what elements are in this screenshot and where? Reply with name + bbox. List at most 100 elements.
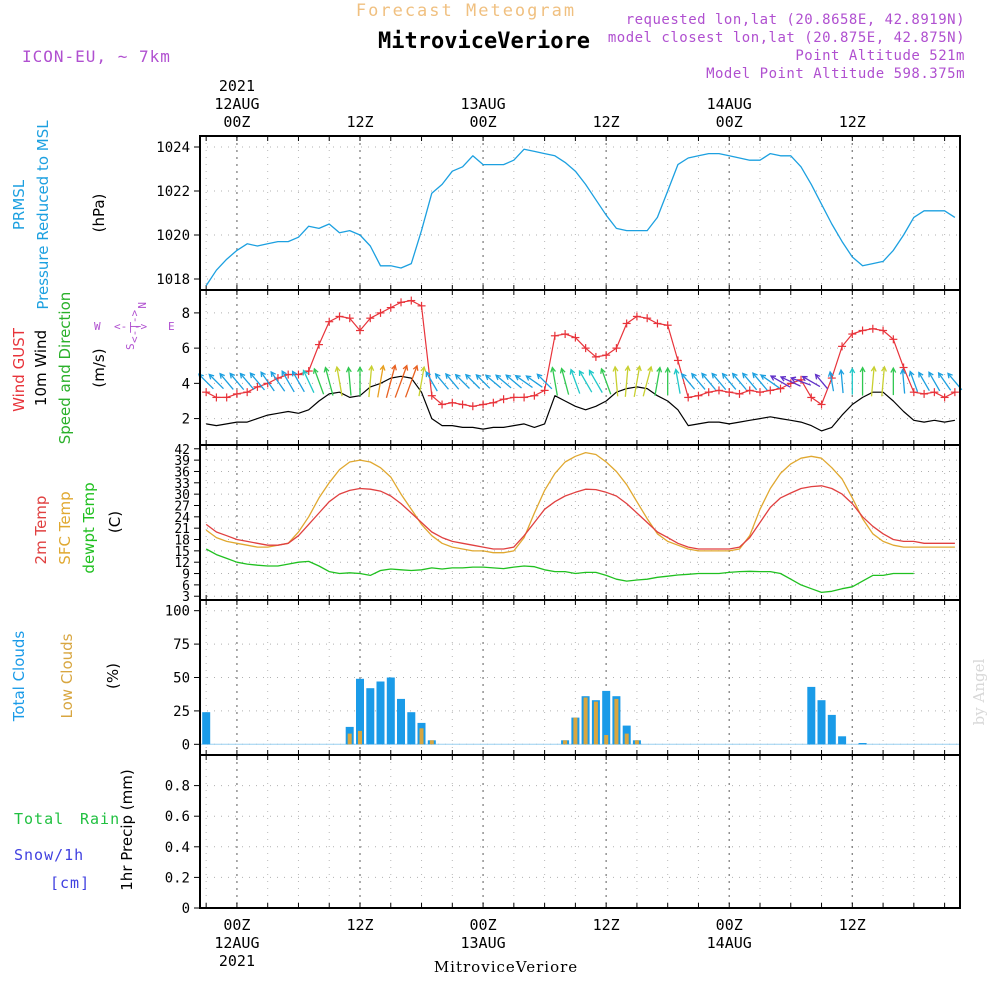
pressure-line [205,148,956,286]
direction-arrowhead [680,372,687,379]
bottom-time-label: 12AUG [214,934,259,952]
direction-arrow [377,365,384,398]
rain-label: Rain [80,810,120,828]
top-time-label: 12Z [346,113,373,131]
direction-arrowhead [814,373,821,380]
bottom-time-label: 00Z [470,916,497,934]
total-clouds-ylabel: Total Clouds [10,631,28,723]
direction-arrowhead [947,372,953,379]
compass-s: S [124,343,137,350]
direction-arrowhead [779,376,787,382]
pressure-ylabel-2: Pressure Reduced to MSL [34,120,52,310]
direction-arrow [260,371,275,392]
direction-arrowhead [379,364,386,371]
ytick-label-temperature: 30 [174,488,190,503]
ytick-label-pressure: 1018 [156,272,190,288]
top-time-label: 2021 [219,77,255,95]
direction-arrowhead [624,365,631,372]
direction-arrowhead [260,371,266,378]
direction-arrow [292,371,305,393]
direction-arrowhead [673,368,680,375]
direction-arrow [465,374,481,389]
direction-arrow [239,373,255,391]
direction-arrow [840,370,844,394]
direction-arrowhead [270,370,276,377]
direction-arrowhead [425,370,431,378]
direction-arrow [918,372,930,392]
direction-arrowhead [759,374,767,380]
low-cloud-bar [593,701,598,745]
total-cloud-bar [827,714,836,745]
direction-arrowhead [249,372,256,379]
direction-arrow [701,373,716,391]
direction-arrowhead [899,368,906,375]
direction-arrowhead [752,372,758,379]
gust-line [205,300,956,407]
top-time-label: 12Z [593,113,620,131]
direction-arrow [654,367,661,396]
ytick-label-precip: 0.6 [165,809,190,825]
pressure-labels: PRMSL Pressure Reduced to MSL (hPa) [10,120,108,310]
direction-arrowhead [208,373,215,380]
ytick-label-clouds: 0 [182,737,190,753]
direction-arrow [368,366,373,398]
direction-arrow [551,367,558,396]
direction-arrow [909,371,919,392]
ytick-label-clouds: 75 [173,637,190,653]
direction-arrowhead [445,372,451,379]
direction-arrow [347,367,352,396]
direction-arrowhead [368,364,375,371]
direction-arrowhead [691,372,697,379]
direction-arrowhead [464,373,471,380]
bottom-time-label: 12Z [346,916,373,934]
direction-arrow [219,373,234,390]
direction-arrowhead [741,372,748,379]
direction-arrow [570,369,581,394]
sfc-ylabel: SFC Temp [56,491,74,564]
frame-precip [199,754,961,909]
direction-arrow [445,373,460,390]
t2m-ylabel: 2m Temp [32,496,50,565]
direction-arrow [435,373,449,390]
direction-arrow [732,373,747,391]
ytick-label-precip: 0.4 [165,840,190,856]
pressure-ylabel-1: PRMSL [10,179,28,230]
direction-arrow [385,365,396,398]
direction-arrowhead [870,365,877,372]
ytick-label-temperature: 27 [174,499,190,514]
low-cloud-bar [634,740,639,745]
panel-clouds: 0 25 50 75 100 [165,600,960,755]
direction-arrow [633,366,641,397]
top-time-label: 12AUG [214,95,259,113]
bottom-time-label: 00Z [223,916,250,934]
dewpt-ylabel: dewpt Temp [80,482,98,573]
direction-arrow [313,368,325,395]
direction-arrowhead [434,372,441,379]
top-time-label: 13AUG [460,95,505,113]
bottom-time-label: 12Z [839,916,866,934]
total-cloud-bar [807,686,816,745]
direction-arrowhead [391,364,397,371]
direction-arrow [938,372,952,391]
direction-arrowhead [281,370,287,377]
direction-arrowhead [890,366,897,373]
total-cloud-bar [817,700,826,745]
direction-arrow [455,374,470,389]
snow-label: Snow/1h [14,846,84,864]
direction-arrow [815,374,828,390]
direction-arrow [302,370,315,393]
direction-arrowhead [357,365,363,373]
direction-arrowhead [569,368,576,375]
direction-arrow [229,373,245,391]
direction-arrow [475,374,491,389]
direction-arrow [642,366,652,397]
direction-arrow [515,375,533,389]
ytick-label-temperature: 39 [174,454,190,469]
footer-location: MitroviceVeriore [434,958,578,976]
direction-arrowhead [588,369,595,376]
low-cloud-bar [624,733,629,745]
direction-arrowhead [838,368,845,375]
direction-arrowhead [578,369,585,377]
precip-ylabel: 1hr Precip (mm) [118,769,136,890]
